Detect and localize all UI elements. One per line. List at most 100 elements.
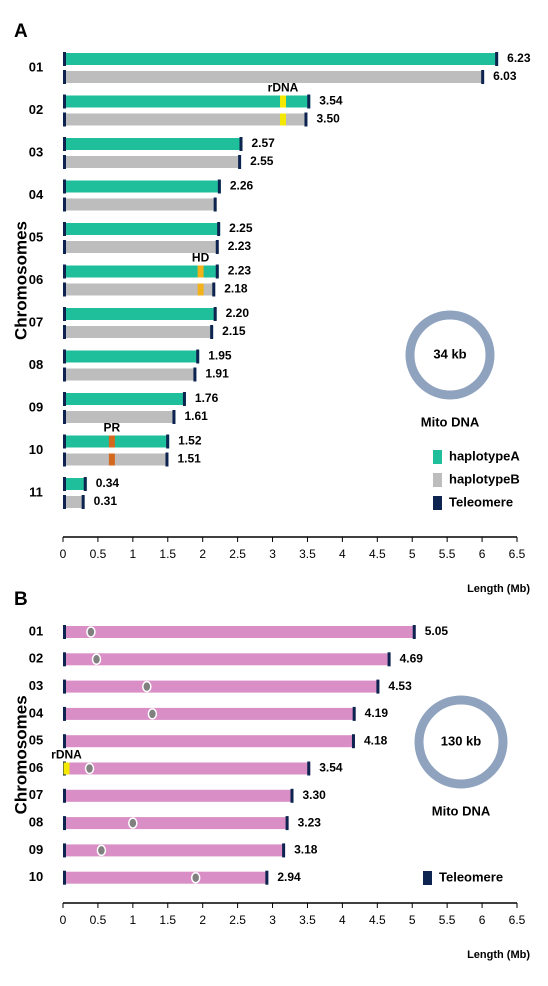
telomere — [217, 179, 221, 194]
value-label: 2.18 — [224, 282, 248, 296]
telomere — [63, 706, 66, 721]
telomere — [290, 788, 294, 803]
telomere — [63, 282, 66, 297]
category-label: 02 — [29, 651, 43, 666]
x-tick-label: 6.5 — [509, 547, 526, 561]
value-label: 2.57 — [252, 136, 276, 150]
centromere — [91, 653, 102, 666]
x-tick-label: 4 — [339, 547, 346, 561]
category-label: 07 — [29, 787, 43, 802]
telomere — [63, 816, 66, 831]
centromere — [190, 871, 201, 884]
value-label: 1.51 — [177, 452, 201, 466]
telomere — [63, 477, 66, 491]
telomere — [63, 410, 66, 424]
centromere — [128, 817, 138, 829]
bar — [63, 762, 311, 775]
bar — [63, 283, 216, 296]
telomere — [352, 706, 356, 721]
panel-label: B — [14, 589, 28, 610]
value-label: 1.91 — [205, 367, 229, 381]
telomere — [217, 222, 221, 236]
telomere — [239, 137, 243, 151]
telomere — [83, 477, 87, 491]
telomere — [63, 307, 66, 321]
category-label: 09 — [29, 399, 43, 414]
telomere — [63, 392, 66, 406]
bar — [63, 53, 499, 65]
x-tick-label: 0.5 — [90, 913, 107, 927]
x-tick-label: 6 — [479, 547, 486, 561]
value-label: 1.52 — [178, 434, 202, 448]
bar — [63, 626, 416, 638]
value-label: 2.23 — [228, 264, 252, 278]
value-label: 3.23 — [298, 815, 322, 829]
telomere — [63, 137, 66, 151]
x-tick-label: 2.5 — [229, 547, 246, 561]
centromere — [96, 844, 107, 857]
value-label: 6.23 — [507, 51, 531, 65]
feature — [280, 113, 287, 126]
telomere — [307, 761, 311, 776]
x-tick-label: 5.5 — [439, 547, 456, 561]
value-label: 2.26 — [230, 179, 254, 193]
telomere — [63, 870, 66, 885]
bar — [63, 789, 294, 802]
telomere — [213, 197, 217, 212]
legend-label: haplotypeB — [449, 471, 520, 486]
legend-label: Teleomere — [439, 869, 503, 884]
value-label: 3.50 — [316, 112, 340, 126]
telomere — [63, 112, 66, 127]
value-label: 2.94 — [277, 870, 301, 884]
x-tick-label: 5 — [409, 547, 416, 561]
x-tick-label: 4.5 — [369, 547, 386, 561]
legend-swatch — [433, 450, 442, 464]
telomere — [387, 652, 391, 667]
telomere — [376, 679, 380, 694]
telomere — [412, 625, 416, 639]
y-axis-title: Chromosomes — [11, 221, 30, 340]
legend-label: haplotypeA — [449, 448, 520, 463]
bar — [63, 326, 214, 338]
x-tick-label: 3 — [269, 547, 276, 561]
value-label: 1.76 — [195, 391, 219, 405]
centromere — [147, 708, 158, 720]
telomere — [285, 816, 289, 831]
category-label: 08 — [29, 357, 43, 372]
telomere — [481, 70, 485, 84]
bar — [63, 453, 169, 466]
telomere — [63, 94, 66, 109]
x-tick-label: 0.5 — [90, 547, 107, 561]
telomere — [63, 679, 66, 694]
mito-size: 34 kb — [433, 346, 466, 361]
telomere — [282, 843, 286, 858]
telomere — [172, 410, 176, 424]
x-tick-label: 5.5 — [439, 913, 456, 927]
bar — [63, 265, 219, 278]
x-tick-label: 1.5 — [159, 913, 176, 927]
value-label: 4.19 — [365, 706, 389, 720]
category-label: 04 — [29, 187, 44, 202]
bar — [63, 350, 200, 363]
feature-label: HD — [192, 251, 210, 265]
telomere — [63, 70, 66, 84]
telomere — [212, 282, 216, 297]
value-label: 6.03 — [493, 69, 517, 83]
bar — [63, 368, 197, 381]
telomere — [213, 307, 217, 321]
telomere — [63, 367, 66, 382]
value-label: 1.61 — [184, 409, 208, 423]
telomere — [166, 434, 170, 449]
bar — [63, 871, 269, 884]
telomere — [63, 788, 66, 803]
telomere — [63, 240, 66, 254]
bar — [63, 138, 243, 150]
telomere — [63, 625, 66, 639]
centromere — [86, 626, 96, 638]
telomere — [63, 843, 66, 858]
x-tick-label: 6.5 — [509, 913, 526, 927]
feature — [197, 265, 204, 278]
category-label: 01 — [29, 623, 43, 638]
centromere — [142, 680, 152, 693]
